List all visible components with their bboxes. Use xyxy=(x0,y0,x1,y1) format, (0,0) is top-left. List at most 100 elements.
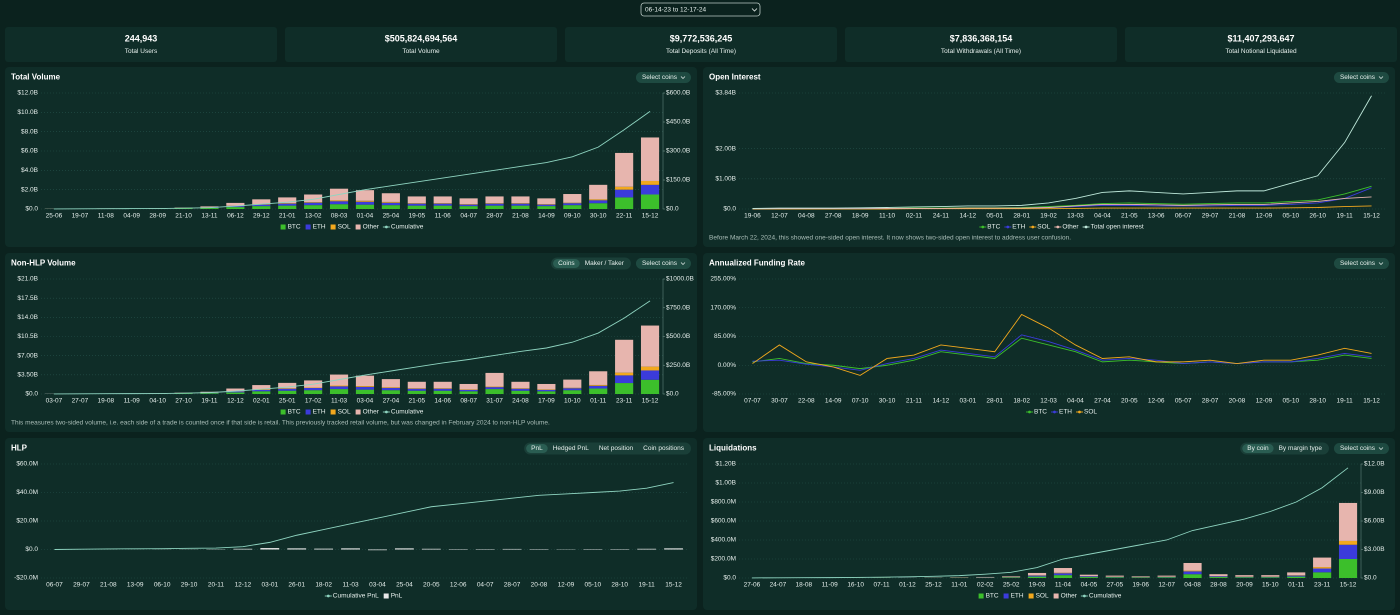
tab-label[interactable]: By margin type xyxy=(1279,445,1323,452)
bar xyxy=(433,203,452,206)
stat-label: Total Notional Liquidated xyxy=(1225,48,1297,55)
x-tick-label: 15-12 xyxy=(1363,398,1380,405)
bar xyxy=(640,379,660,394)
chevron xyxy=(680,262,686,265)
line xyxy=(752,313,1372,376)
x-tick-label: 04-07 xyxy=(477,582,494,589)
bar xyxy=(459,204,478,207)
select-button[interactable] xyxy=(1333,72,1389,83)
bar xyxy=(407,388,426,391)
bar xyxy=(1338,544,1358,559)
x-tick-label: 23-11 xyxy=(616,398,633,405)
chevron xyxy=(680,76,686,79)
select-label[interactable]: Select coins xyxy=(642,260,678,267)
panel xyxy=(703,67,1395,247)
bar xyxy=(637,548,657,550)
select-button[interactable] xyxy=(1333,258,1389,269)
bar xyxy=(615,189,634,198)
bar xyxy=(537,206,556,209)
y-tick-label: $10.0B xyxy=(17,109,38,116)
stat-card xyxy=(285,27,557,62)
y-tick-label: $0.0 xyxy=(25,546,38,553)
select-button[interactable] xyxy=(1333,443,1389,454)
bar xyxy=(381,379,400,388)
tab-label[interactable]: PnL xyxy=(531,445,543,452)
select-label[interactable]: Select coins xyxy=(1340,74,1376,81)
legend-dot xyxy=(326,594,330,598)
x-tick-label: 07-10 xyxy=(852,398,869,405)
tab-active[interactable] xyxy=(553,259,580,268)
bar xyxy=(1313,568,1332,573)
tab-label[interactable]: Coin positions xyxy=(643,445,685,452)
x-tick-label: 09-10 xyxy=(564,213,581,220)
tab-active[interactable] xyxy=(1242,444,1274,453)
bar xyxy=(589,203,608,209)
legend-dot xyxy=(1056,225,1060,229)
legend-label: ETH xyxy=(313,224,326,231)
tab-label[interactable]: By coin xyxy=(1247,445,1269,452)
bar xyxy=(1183,571,1202,575)
bar xyxy=(252,204,271,207)
x-tick-label: 06-07 xyxy=(1175,213,1192,220)
legend-label: SOL xyxy=(338,409,351,416)
x-tick-label: 13-03 xyxy=(1067,213,1084,220)
panel xyxy=(5,253,697,432)
x-tick-label: 15-12 xyxy=(642,213,659,220)
x-tick-label: 11-06 xyxy=(435,213,452,220)
bar xyxy=(1027,575,1047,577)
bar xyxy=(537,383,556,390)
select-label[interactable]: Select coins xyxy=(1340,445,1376,452)
x-tick-label: 12-07 xyxy=(771,213,788,220)
y2-tick-label: $150.0B xyxy=(666,177,690,184)
bar xyxy=(278,197,297,204)
date-range[interactable]: 06-14-23 to 12-17-24 xyxy=(645,7,706,14)
x-tick-label: 25-04 xyxy=(383,213,400,220)
x-tick-label: 13-02 xyxy=(305,213,322,220)
legend-label: SOL xyxy=(338,224,351,231)
bar xyxy=(589,385,608,389)
legend-label: BTC xyxy=(288,224,301,231)
bar xyxy=(355,375,375,387)
legend-swatch xyxy=(330,224,336,230)
y-tick-label: -85.00% xyxy=(712,391,736,398)
select-label[interactable]: Select coins xyxy=(1340,260,1376,267)
bar xyxy=(459,206,478,209)
bar xyxy=(615,152,634,187)
x-tick-label: 26-01 xyxy=(288,582,305,589)
bar xyxy=(226,388,245,392)
legend-swatch xyxy=(280,224,286,230)
x-tick-label: 01-11 xyxy=(1288,582,1305,589)
x-tick-label: 27-08 xyxy=(825,213,842,220)
select-label[interactable]: Select coins xyxy=(642,74,678,81)
tab-label[interactable]: Net position xyxy=(599,445,634,452)
bar xyxy=(1105,575,1124,577)
legend-swatch xyxy=(1053,593,1059,599)
tab-label[interactable]: Hedged PnL xyxy=(553,445,590,452)
legend-swatch xyxy=(383,593,389,599)
tab-label[interactable]: Coins xyxy=(558,260,575,267)
bar xyxy=(1157,575,1176,577)
bar xyxy=(1209,576,1228,578)
x-tick-label: 15-12 xyxy=(1340,582,1357,589)
date-range-select[interactable] xyxy=(640,2,761,17)
tab-active[interactable] xyxy=(526,444,548,453)
x-tick-label: 15-12 xyxy=(642,398,659,405)
tab-label[interactable]: Maker / Taker xyxy=(585,260,625,267)
bar xyxy=(589,388,608,394)
bar xyxy=(314,548,334,550)
bar xyxy=(278,390,297,394)
bar xyxy=(252,385,271,390)
bar xyxy=(355,200,375,202)
select-button[interactable] xyxy=(635,72,691,83)
bar xyxy=(381,387,400,388)
x-tick-label: 30-10 xyxy=(879,398,896,405)
y-tick-label: $800.0M xyxy=(711,499,736,506)
x-tick-label: 06-12 xyxy=(227,213,244,220)
x-tick-label: 29-10 xyxy=(181,582,198,589)
legend: BTC ETH SOL Other Cumulative xyxy=(280,224,424,231)
select-button[interactable] xyxy=(635,258,691,269)
x-tick-label: 21-05 xyxy=(408,398,425,405)
bar xyxy=(563,203,582,206)
stat-label: Total Withdrawals (All Time) xyxy=(941,48,1021,55)
x-tick-label: 22-08 xyxy=(798,398,815,405)
